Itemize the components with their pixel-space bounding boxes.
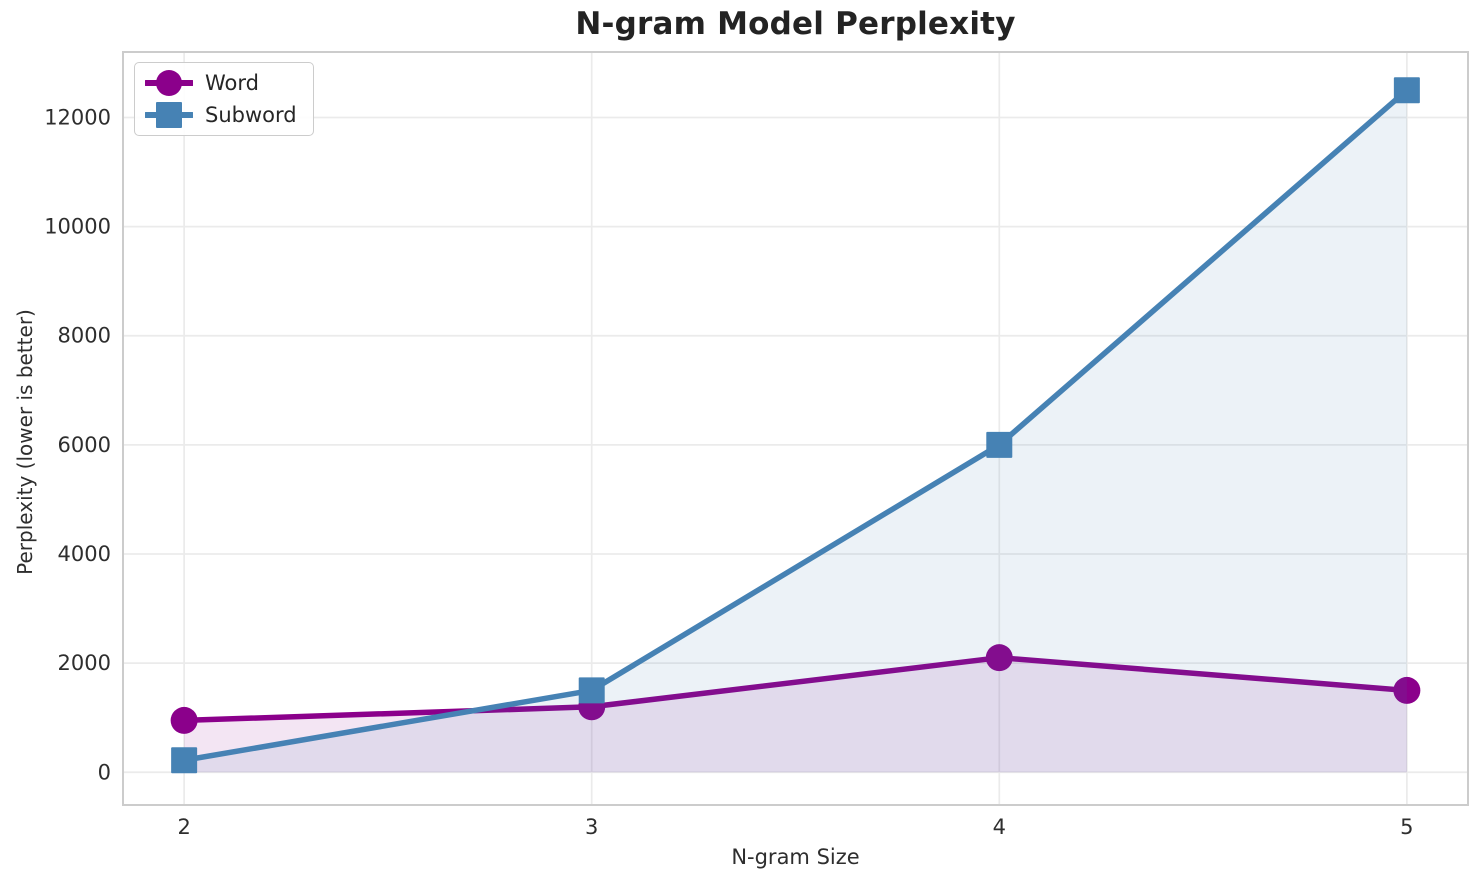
xtick-label-2: 2: [177, 815, 190, 839]
xtick-label-3: 3: [585, 815, 598, 839]
ytick-label-0: 0: [98, 760, 111, 784]
marker-subword-5: [1393, 77, 1420, 104]
circle-marker-icon: [145, 70, 193, 96]
series-subword-line: [181, 87, 1410, 764]
legend-label-subword: Subword: [205, 102, 297, 127]
ytick-label-12000: 12000: [44, 105, 111, 129]
square-marker-icon: [145, 102, 193, 128]
marker-word-5: [1393, 676, 1421, 704]
ytick-label-2000: 2000: [58, 651, 111, 675]
series-subword-fill: [184, 90, 1407, 773]
legend: Word Subword: [134, 62, 314, 136]
xtick-label-5: 5: [1400, 815, 1413, 839]
series-word-line: [181, 654, 1410, 724]
axes-frame: [122, 51, 1469, 806]
marker-subword-3: [578, 677, 605, 704]
legend-label-word: Word: [205, 70, 259, 95]
marker-word-4: [985, 644, 1013, 672]
marker-subword-4: [986, 431, 1013, 458]
series-word-fill: [184, 657, 1407, 773]
chart-title: N-gram Model Perplexity: [575, 6, 1016, 42]
marker-subword-2: [171, 747, 198, 774]
xtick-label-4: 4: [993, 815, 1006, 839]
legend-item-word: Word: [145, 68, 297, 98]
ytick-label-10000: 10000: [44, 215, 111, 239]
x-axis-label: N-gram Size: [731, 845, 860, 869]
ytick-label-6000: 6000: [58, 433, 111, 457]
marker-word-2: [170, 706, 198, 734]
ytick-label-8000: 8000: [58, 324, 111, 348]
legend-item-subword: Subword: [145, 100, 297, 130]
y-axis-label: Perplexity (lower is better): [13, 309, 37, 575]
ytick-label-4000: 4000: [58, 542, 111, 566]
